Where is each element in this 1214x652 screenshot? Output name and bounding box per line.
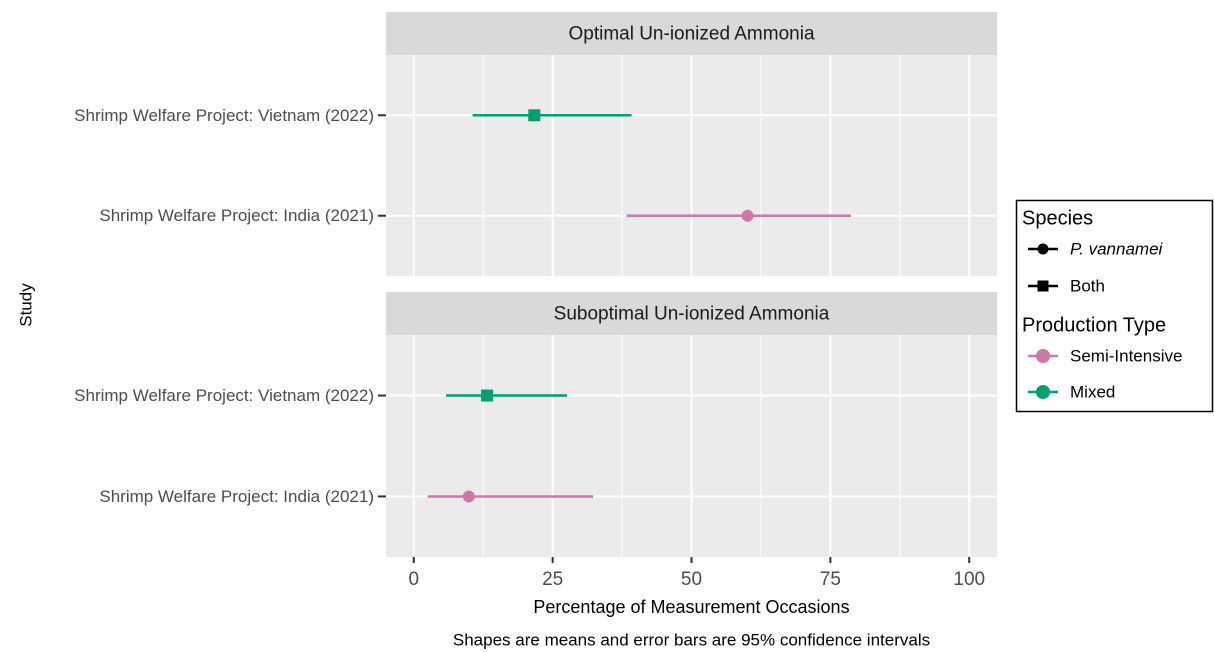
legend-label: P. vannamei xyxy=(1070,239,1164,258)
panel-title: Optimal Un-ionized Ammonia xyxy=(568,24,814,45)
point-circle xyxy=(1037,243,1049,255)
legend-key-point xyxy=(1036,349,1050,363)
point-circle xyxy=(462,490,475,503)
y-tick-label: Shrimp Welfare Project: Vietnam (2022) xyxy=(74,106,374,125)
point-square xyxy=(528,109,541,122)
x-axis-label: Percentage of Measurement Occasions xyxy=(533,597,849,617)
point-square xyxy=(481,389,494,402)
x-tick-label: 25 xyxy=(542,569,563,590)
x-tick-label: 0 xyxy=(408,569,419,590)
x-tick-label: 100 xyxy=(953,569,985,590)
y-tick-label: Shrimp Welfare Project: India (2021) xyxy=(99,206,374,225)
legend-label: Mixed xyxy=(1070,382,1115,401)
caption: Shapes are means and error bars are 95% … xyxy=(453,630,930,649)
legend-box xyxy=(1015,199,1214,413)
x-tick-label: 75 xyxy=(820,569,841,590)
point-square xyxy=(1037,280,1049,292)
panel-title: Suboptimal Un-ionized Ammonia xyxy=(554,304,830,325)
y-tick-label: Shrimp Welfare Project: India (2021) xyxy=(99,487,374,506)
strip xyxy=(386,12,997,55)
x-tick-label: 50 xyxy=(681,569,702,590)
y-tick-label: Shrimp Welfare Project: Vietnam (2022) xyxy=(74,386,374,405)
legend-label: Semi-Intensive xyxy=(1070,346,1182,365)
strip xyxy=(386,292,997,335)
legend-title: Species xyxy=(1022,207,1093,229)
legend-title: Production Type xyxy=(1022,314,1166,336)
legend-key-point xyxy=(1036,385,1050,399)
y-axis-label: Study xyxy=(16,283,35,327)
legend-label: Both xyxy=(1070,276,1105,295)
point-circle xyxy=(741,209,754,222)
